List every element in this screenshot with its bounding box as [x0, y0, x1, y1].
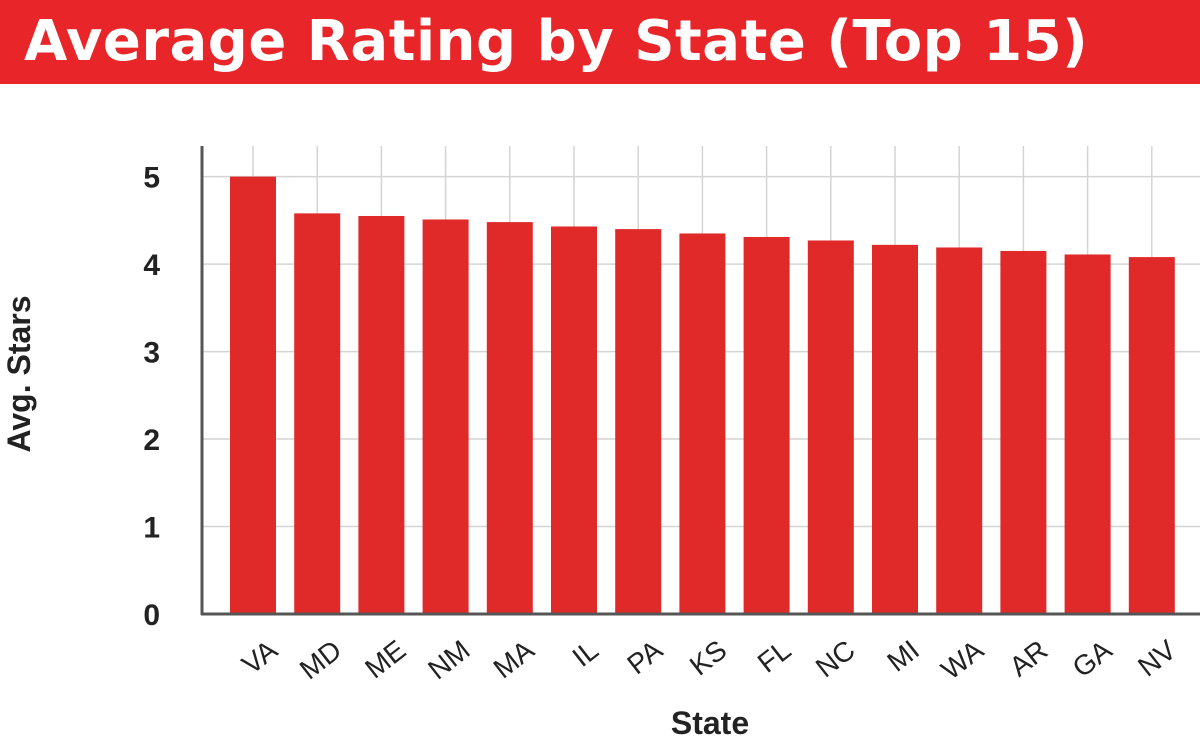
bar-ma [486, 222, 533, 614]
bar-wa [936, 247, 983, 614]
bar-chart: 0 1 2 3 4 5 VA MD ME NM MA IL PA KS FL NC MI WA AR GA NV Av… [1, 146, 1200, 739]
x-tick-label: NC [810, 634, 861, 683]
bar-il [551, 226, 597, 614]
x-tick-label: WA [935, 634, 989, 686]
bars [230, 176, 1175, 615]
y-tick-label: 1 [143, 512, 160, 545]
bar-nc [807, 240, 854, 614]
x-axis-title: State [671, 705, 749, 739]
y-tick-label: 5 [143, 162, 160, 195]
x-tick-label: FL [752, 634, 797, 679]
x-tick-label: KS [684, 634, 733, 681]
axes [200, 146, 1200, 616]
x-tick-label: GA [1067, 634, 1118, 684]
bar-ks [679, 233, 726, 615]
y-tick-label: 2 [143, 424, 160, 457]
title-bar: Average Rating by State (Top 15) [0, 0, 1200, 84]
bar-ar [1000, 250, 1047, 614]
bar-nm [422, 219, 469, 614]
chart-title: Average Rating by State (Top 15) [24, 9, 1089, 74]
x-tick-label: ME [359, 634, 411, 684]
bar-pa [615, 229, 662, 615]
x-tick-label: IL [567, 634, 604, 673]
x-tick-label: VA [236, 634, 283, 680]
y-axis-title: Avg. Stars [1, 295, 37, 452]
bar-fl [743, 236, 790, 614]
bar-me [358, 215, 405, 614]
x-tick-label: PA [621, 634, 668, 680]
bar-ga [1064, 254, 1111, 615]
x-tick-labels: VA MD ME NM MA IL PA KS FL NC MI WA AR GA NV [236, 634, 1182, 686]
y-tick-label: 4 [143, 249, 160, 282]
bar-mi [872, 244, 918, 614]
y-tick-labels: 0 1 2 3 4 5 [143, 162, 160, 632]
x-tick-label: MD [294, 634, 347, 685]
x-tick-label: MA [488, 634, 540, 684]
y-tick-label: 3 [143, 337, 160, 370]
bar-nv [1128, 257, 1175, 614]
x-tick-label: AR [1004, 634, 1054, 682]
y-tick-label: 0 [143, 599, 160, 632]
x-tick-label: MI [881, 634, 925, 678]
x-tick-label: NV [1132, 634, 1182, 683]
bar-va [230, 176, 276, 614]
bar-md [294, 213, 341, 615]
x-tick-label: NM [422, 634, 475, 685]
